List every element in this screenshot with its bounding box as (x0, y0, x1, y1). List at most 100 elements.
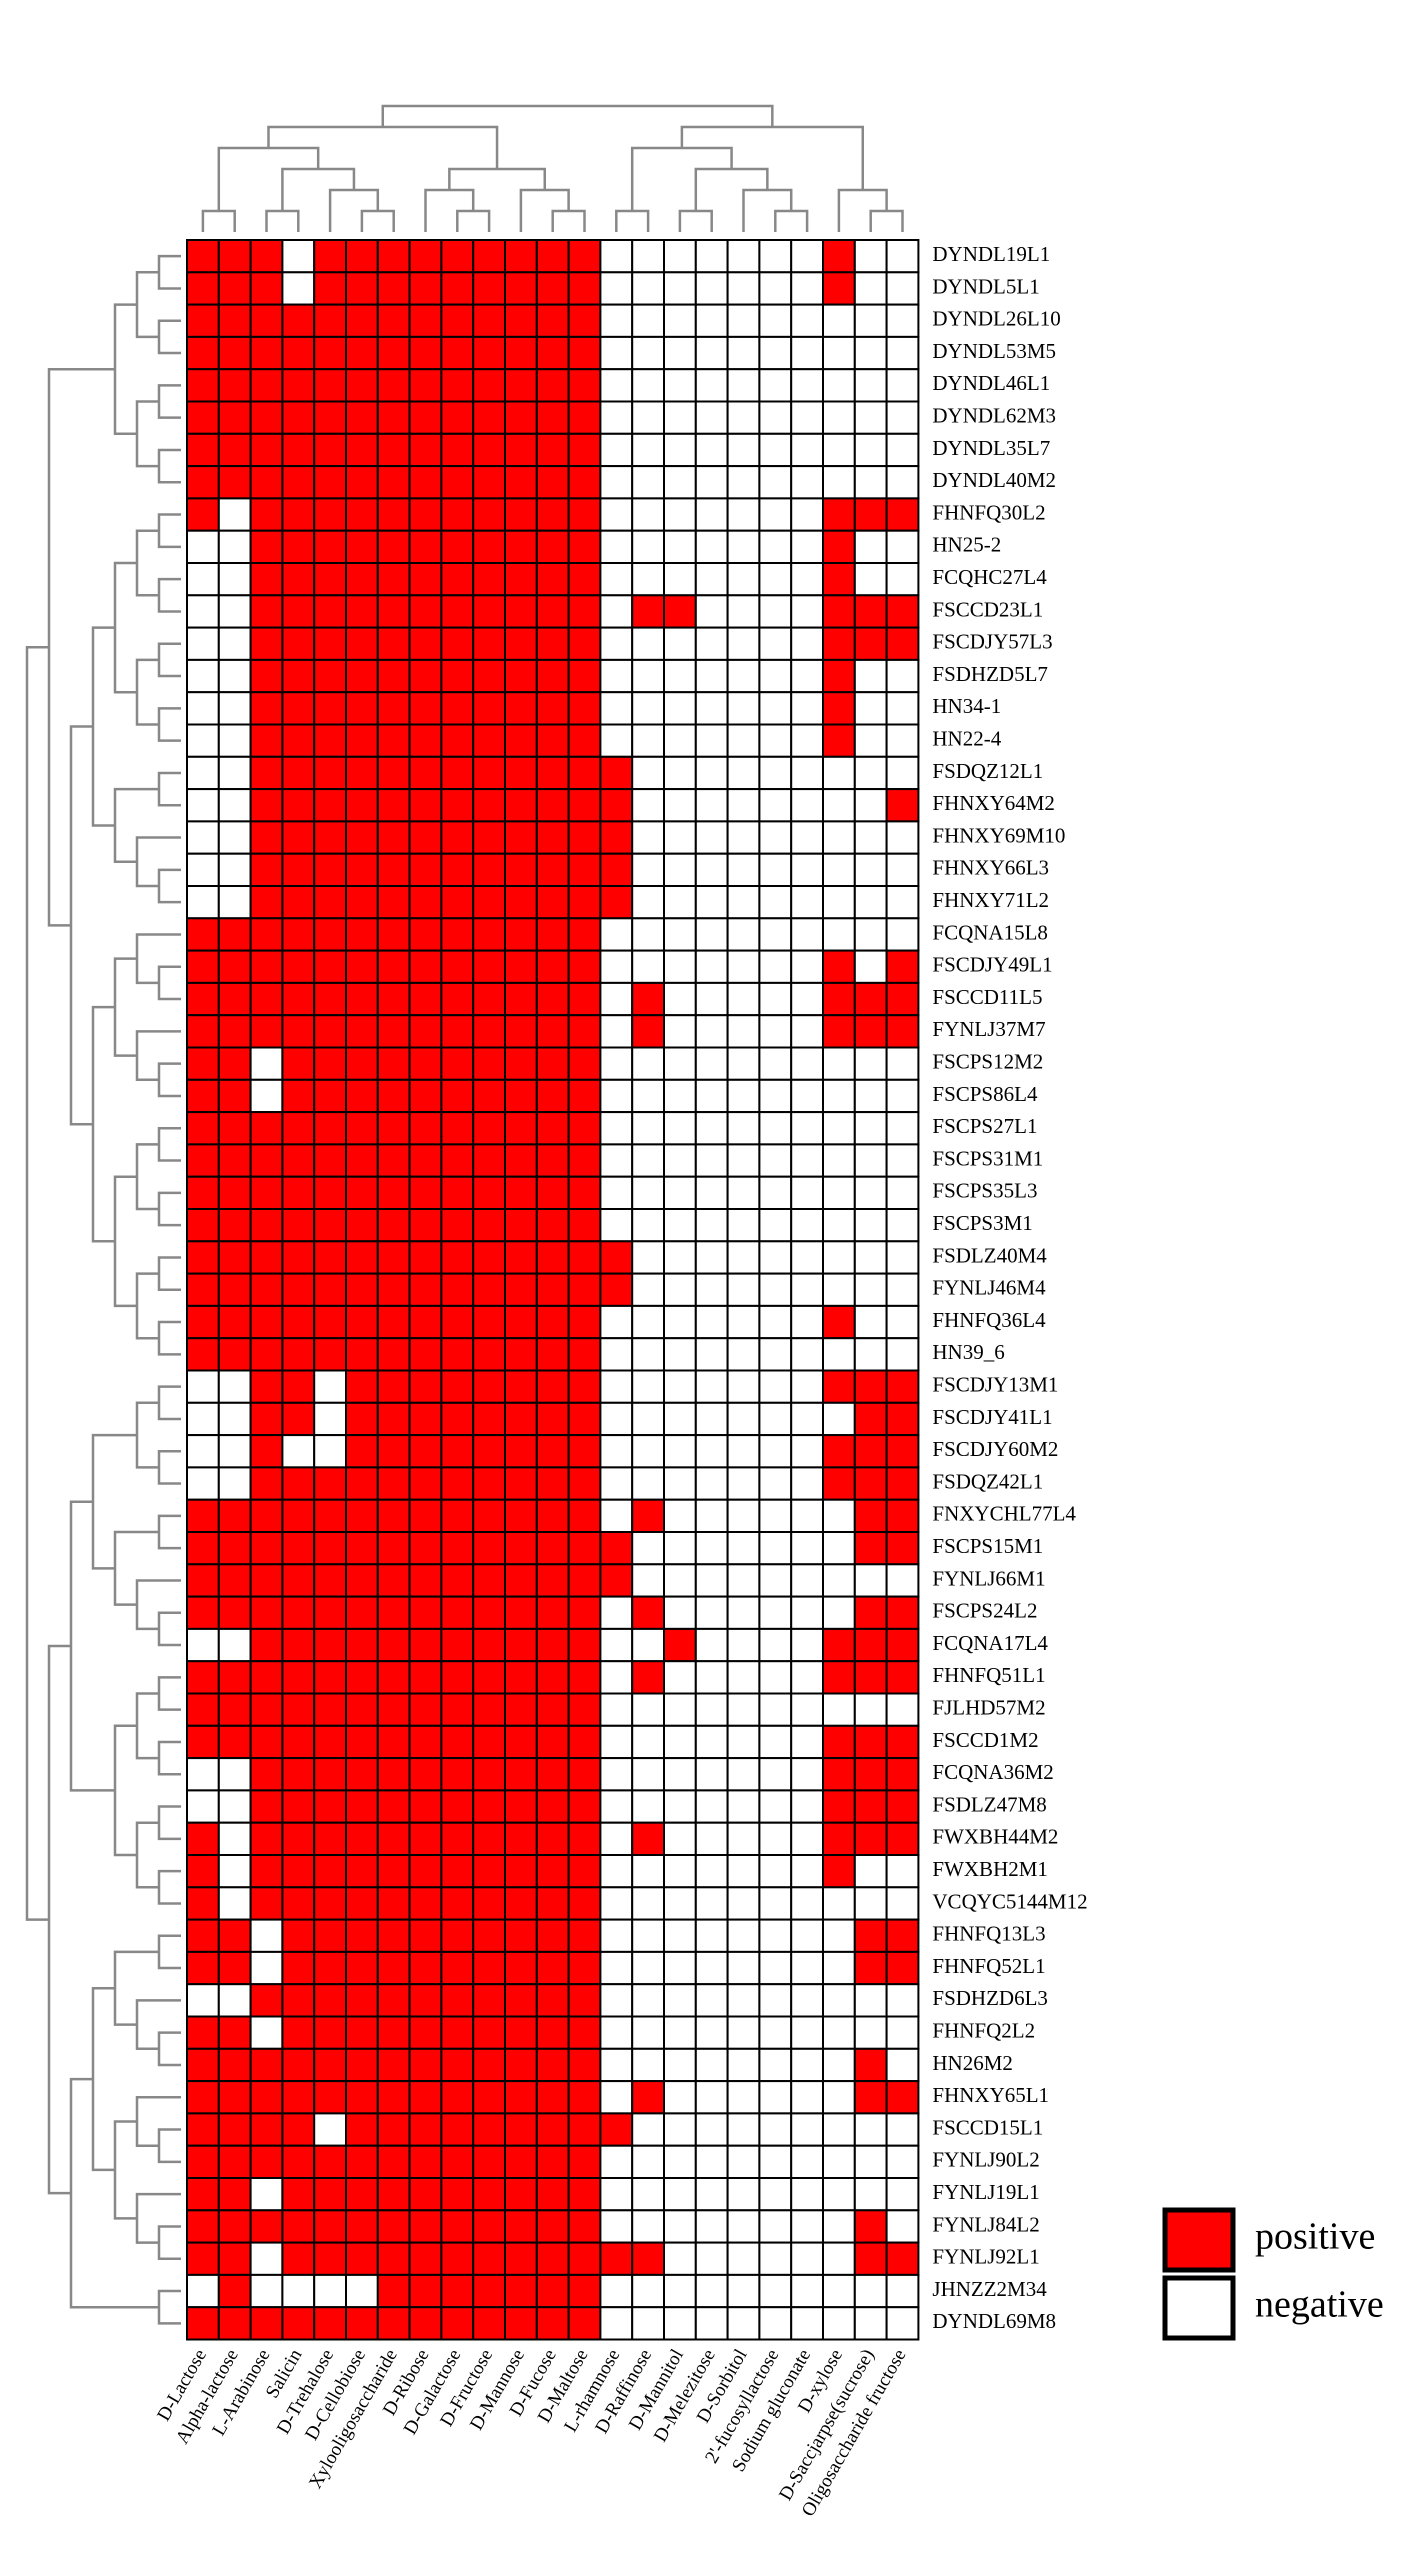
cell (599, 2080, 634, 2115)
cell (535, 1692, 570, 1727)
cell (186, 1498, 220, 1533)
cell (504, 335, 538, 371)
cell (440, 1950, 475, 1986)
cell (758, 368, 793, 403)
cell (472, 691, 507, 726)
row-dendrogram (25, 646, 49, 1921)
cell (599, 497, 634, 532)
cell (345, 917, 379, 952)
cell (345, 1821, 379, 1856)
cell (853, 1337, 888, 1372)
cell (726, 2177, 761, 2212)
cell (504, 1240, 538, 1275)
row-dendrogram (157, 707, 181, 742)
cell (822, 2144, 856, 2179)
cell (758, 1627, 793, 1663)
cell (535, 1272, 570, 1307)
cell (790, 1272, 825, 1307)
cell (726, 1111, 761, 1146)
cell (408, 2177, 443, 2212)
cell (599, 1078, 634, 1114)
cell (758, 1208, 793, 1243)
row-dendrogram (157, 1450, 181, 1485)
cell (535, 788, 570, 823)
cell (631, 239, 666, 274)
cell (631, 1369, 666, 1404)
cell (694, 1272, 729, 1307)
cell (249, 755, 284, 791)
row-label: JHNZZ2M34 (932, 2277, 1047, 2301)
cell (249, 1014, 284, 1049)
cell (535, 755, 570, 791)
cell (504, 1563, 538, 1598)
cell (186, 1724, 220, 1760)
cell (504, 239, 538, 274)
cell (599, 1789, 634, 1824)
cell (726, 1304, 761, 1340)
cell (535, 691, 570, 726)
row-dendrogram (157, 1869, 181, 1905)
cell (599, 1757, 634, 1792)
cell (885, 2273, 920, 2309)
cell (408, 852, 443, 888)
cell (726, 1531, 761, 1566)
cell (758, 852, 793, 888)
cell (822, 981, 856, 1017)
cell (186, 2209, 220, 2244)
cell (567, 1692, 602, 1727)
cell (313, 1660, 348, 1695)
cell (790, 981, 825, 1017)
cell (790, 1434, 825, 1469)
cell (376, 1563, 411, 1598)
cell (853, 981, 888, 1017)
cell (631, 335, 666, 371)
cell (249, 1563, 284, 1598)
cell (567, 1046, 602, 1081)
cell (376, 1046, 411, 1081)
cell (249, 432, 284, 468)
cell (663, 885, 697, 920)
row-label: FWXBH44M2 (932, 1825, 1058, 1849)
cell (535, 2306, 570, 2341)
cell (663, 1401, 697, 1437)
cell (217, 1950, 252, 1986)
cell (472, 949, 507, 984)
cell (217, 1369, 252, 1404)
cell (599, 2273, 634, 2309)
cell (790, 949, 825, 984)
cell (281, 788, 316, 823)
cell (345, 1918, 379, 1953)
cell (345, 1304, 379, 1340)
cell (217, 497, 252, 532)
cell (885, 594, 920, 629)
cell (249, 562, 284, 597)
cell (567, 852, 602, 888)
cell (885, 2177, 920, 2212)
cell (440, 1240, 475, 1275)
cell (663, 1595, 697, 1630)
cell (345, 2241, 379, 2276)
cell (663, 820, 697, 855)
cell (822, 2080, 856, 2115)
cell (281, 1434, 316, 1469)
cell (535, 529, 570, 565)
cell (694, 1466, 729, 1501)
cell (790, 1983, 825, 2018)
cell (376, 1434, 411, 1469)
cell (186, 1886, 220, 1921)
cell (249, 917, 284, 952)
cell (822, 1175, 856, 1210)
cell (599, 723, 634, 758)
cell (408, 303, 443, 338)
cell (535, 1143, 570, 1178)
cell (186, 562, 220, 597)
cell (631, 1595, 666, 1630)
cell (440, 1434, 475, 1469)
cell (313, 885, 348, 920)
row-label: FSDHZD5L7 (932, 662, 1048, 686)
row-dendrogram (157, 868, 181, 904)
cell (567, 1821, 602, 1856)
cell (345, 1692, 379, 1727)
cell (790, 594, 825, 629)
cell (694, 368, 729, 403)
